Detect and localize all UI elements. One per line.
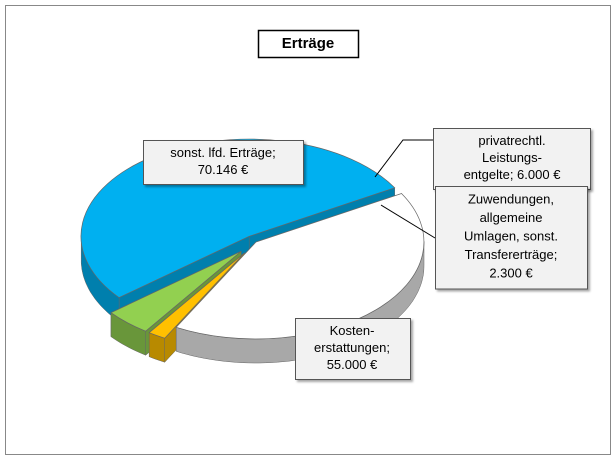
data-label: entgelte; 6.000 € [464, 167, 562, 182]
chart-title: Erträge [282, 35, 335, 52]
slice [110, 250, 242, 332]
data-label: 70.146 € [198, 162, 249, 177]
data-label: allgemeine [480, 210, 543, 225]
data-label: privatrechtl. [478, 133, 545, 148]
label-box [143, 140, 304, 185]
data-label: Leistungs- [482, 150, 542, 165]
data-label: Umlagen, sonst. [464, 229, 558, 244]
slice [175, 193, 425, 340]
label-box [435, 186, 588, 290]
title-box [257, 29, 360, 59]
data-label: 2.300 € [489, 266, 533, 281]
data-label: Zuwendungen, [468, 192, 554, 207]
data-label: sonst. lfd. Erträge; [170, 145, 276, 160]
data-label: 55.000 € [327, 357, 378, 372]
leader-line [380, 204, 436, 239]
leader-line [374, 139, 433, 178]
slice [148, 252, 245, 339]
data-label: Kosten- [330, 323, 375, 338]
label-box [295, 318, 411, 380]
label-box [433, 128, 591, 190]
data-label: Transfererträge; [465, 247, 558, 262]
data-label: erstattungen; [314, 340, 390, 355]
